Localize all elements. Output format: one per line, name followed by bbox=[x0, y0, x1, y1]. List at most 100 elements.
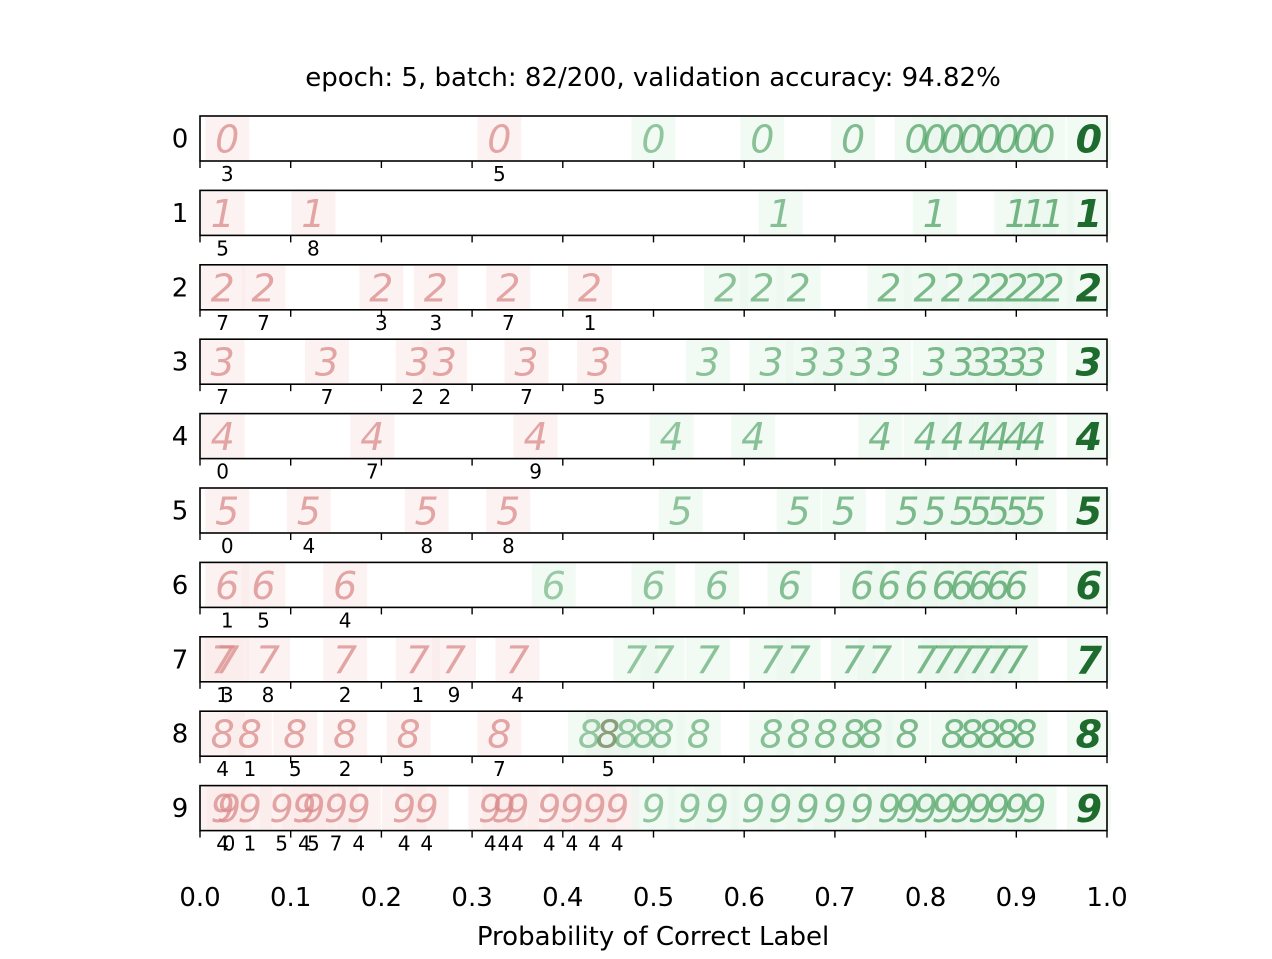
correct-digit: 2 bbox=[1004, 266, 1028, 310]
misclassified-digit: 2 bbox=[211, 266, 235, 310]
correct-digit: 8 bbox=[959, 713, 983, 757]
correct-digit: 9 bbox=[968, 787, 992, 831]
predicted-label: 4 bbox=[611, 832, 624, 856]
misclassified-tile bbox=[359, 265, 404, 309]
correct-digit: 4 bbox=[660, 415, 684, 459]
correct-digit: 9 bbox=[877, 787, 901, 831]
correct-digit: 7 bbox=[759, 638, 783, 682]
correct-digit: 7 bbox=[1004, 638, 1028, 682]
misclassified-digit: 9 bbox=[605, 787, 629, 831]
predicted-label: 2 bbox=[411, 385, 424, 409]
correct-digit: 6 bbox=[877, 564, 901, 608]
predicted-label: 0 bbox=[221, 534, 234, 558]
predicted-label: 3 bbox=[221, 683, 234, 707]
chart-title: epoch: 5, batch: 82/200, validation accu… bbox=[305, 63, 1001, 93]
misclassified-tile bbox=[286, 489, 331, 532]
predicted-label: 5 bbox=[602, 757, 615, 781]
predicted-label: 3 bbox=[429, 311, 442, 335]
predicted-label: 8 bbox=[420, 534, 433, 558]
correct-digit: 8 bbox=[977, 713, 1001, 757]
misclassified-tile bbox=[205, 117, 250, 160]
correct-digit: 8 bbox=[578, 713, 602, 757]
correct-tile bbox=[821, 489, 866, 532]
correct-digit: 4 bbox=[1004, 415, 1028, 459]
correct-digit: 1 bbox=[1040, 192, 1064, 236]
predicted-label: 4 bbox=[302, 534, 315, 558]
predicted-label: 8 bbox=[262, 683, 275, 707]
misclassified-tile bbox=[577, 340, 622, 384]
misclassified-digit: 2 bbox=[424, 266, 448, 310]
correct-digit: 9 bbox=[895, 787, 919, 831]
correct-digit: 0 bbox=[641, 118, 665, 162]
correct-digit: 4 bbox=[1022, 415, 1046, 459]
correct-digit: 0 bbox=[750, 118, 774, 162]
row-label: 3 bbox=[172, 348, 189, 378]
correct-tile bbox=[631, 563, 676, 607]
correct-tile bbox=[758, 191, 803, 235]
misclassified-tile bbox=[304, 340, 349, 384]
predicted-label: 7 bbox=[330, 832, 343, 856]
predicted-label: 4 bbox=[566, 832, 579, 856]
correct-digit: 2 bbox=[750, 266, 774, 310]
correct-tile bbox=[694, 563, 739, 607]
correct-digit: 8 bbox=[614, 713, 638, 757]
misclassified-digit: 4 bbox=[523, 415, 547, 459]
predicted-label: 4 bbox=[497, 832, 510, 856]
misclassified-tile bbox=[513, 414, 558, 458]
correct-tile bbox=[1066, 414, 1111, 458]
misclassified-tile bbox=[486, 265, 531, 309]
correct-digit: 1 bbox=[1004, 192, 1028, 236]
x-tick-label: 0.9 bbox=[996, 883, 1037, 913]
correct-digit: 3 bbox=[696, 341, 720, 385]
predicted-label: 1 bbox=[584, 311, 597, 335]
misclassified-digit: 9 bbox=[392, 787, 416, 831]
correct-digit: 3 bbox=[796, 341, 820, 385]
correct-digit: 8 bbox=[841, 713, 865, 757]
misclassified-digit: 6 bbox=[333, 564, 357, 608]
misclassified-digit: 4 bbox=[360, 415, 384, 459]
predicted-label: 7 bbox=[520, 385, 533, 409]
predicted-label: 0 bbox=[223, 832, 236, 856]
correct-digit: 7 bbox=[968, 638, 992, 682]
correct-digit: 5 bbox=[968, 490, 992, 534]
misclassified-tile bbox=[205, 489, 250, 532]
correct-tile bbox=[685, 340, 730, 384]
misclassified-digit: 8 bbox=[596, 713, 620, 757]
correct-digit: 0 bbox=[995, 118, 1019, 162]
predicted-label: 8 bbox=[502, 534, 515, 558]
correct-digit: 4 bbox=[968, 415, 992, 459]
misclassified-tile bbox=[241, 563, 286, 607]
misclassified-tile bbox=[323, 712, 368, 756]
correct-digit: 7 bbox=[841, 638, 865, 682]
row-label: 4 bbox=[172, 422, 189, 452]
correct-digit: 6 bbox=[986, 564, 1010, 608]
misclassified-digit: 6 bbox=[251, 564, 275, 608]
correct-digit: 2 bbox=[941, 266, 965, 310]
correct-digit: 8 bbox=[596, 713, 620, 757]
predicted-label: 7 bbox=[216, 311, 229, 335]
row-label: 7 bbox=[172, 645, 189, 675]
misclassified-digit: 3 bbox=[514, 341, 538, 385]
misclassified-digit: 5 bbox=[415, 490, 439, 534]
predicted-label: 4 bbox=[484, 832, 497, 856]
predicted-label: 2 bbox=[339, 683, 352, 707]
correct-tile bbox=[1066, 637, 1111, 681]
correct-digit: 8 bbox=[687, 713, 711, 757]
correct-tile bbox=[1066, 712, 1111, 756]
correct-digit: 4 bbox=[741, 415, 765, 459]
predicted-label: 4 bbox=[216, 832, 229, 856]
row-frame bbox=[199, 189, 1108, 237]
correct-digit: 5 bbox=[669, 490, 693, 534]
correct-digit: 0 bbox=[977, 118, 1001, 162]
misclassified-digit: 9 bbox=[301, 787, 325, 831]
correct-digit: 0 bbox=[941, 118, 965, 162]
misclassified-digit: 9 bbox=[505, 787, 529, 831]
misclassified-digit: 8 bbox=[238, 713, 262, 757]
correct-tile bbox=[912, 191, 957, 235]
predicted-label: 9 bbox=[448, 683, 461, 707]
row-label: 2 bbox=[172, 273, 189, 303]
misclassified-digit: 2 bbox=[578, 266, 602, 310]
